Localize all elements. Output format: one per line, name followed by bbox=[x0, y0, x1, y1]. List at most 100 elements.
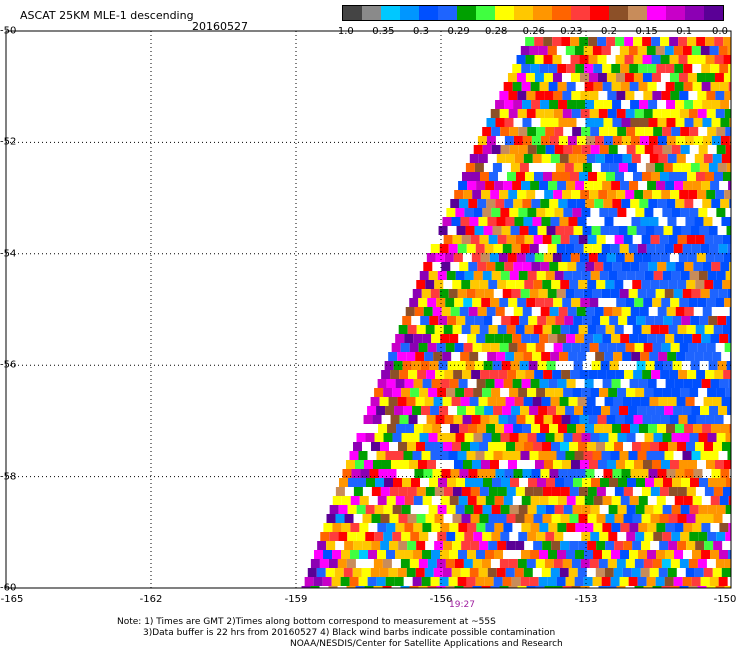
mle-cell bbox=[640, 217, 650, 226]
mle-cell bbox=[682, 451, 692, 460]
color-swatch bbox=[362, 6, 381, 20]
mle-cell bbox=[671, 532, 681, 541]
mle-cell bbox=[602, 496, 612, 505]
mle-cell bbox=[722, 487, 731, 496]
mle-cell bbox=[607, 190, 617, 199]
mle-cell bbox=[669, 73, 679, 82]
mle-cell bbox=[457, 451, 467, 460]
mle-cell bbox=[530, 550, 540, 559]
mle-cell bbox=[583, 46, 593, 55]
mle-cell bbox=[539, 181, 549, 190]
mle-cell bbox=[390, 370, 400, 379]
mle-cell bbox=[544, 298, 554, 307]
mle-cell bbox=[548, 181, 558, 190]
mle-cell bbox=[392, 433, 402, 442]
mle-cell bbox=[628, 577, 638, 586]
mle-cell bbox=[556, 577, 566, 586]
mle-cell bbox=[516, 370, 526, 379]
mle-cell bbox=[575, 523, 585, 532]
mle-cell bbox=[712, 568, 722, 577]
mle-cell bbox=[605, 325, 615, 334]
mle-cell bbox=[426, 460, 436, 469]
mle-cell bbox=[550, 217, 560, 226]
mle-cell bbox=[618, 226, 628, 235]
mle-cell bbox=[525, 37, 535, 46]
mle-cell bbox=[672, 163, 682, 172]
mle-cell bbox=[617, 433, 627, 442]
mle-cell bbox=[537, 226, 547, 235]
mle-cell bbox=[452, 541, 462, 550]
mle-cell bbox=[712, 397, 722, 406]
mle-cell bbox=[458, 181, 468, 190]
mle-cell bbox=[548, 550, 558, 559]
mle-cell bbox=[529, 46, 539, 55]
mle-cell bbox=[597, 55, 607, 64]
mle-cell bbox=[701, 334, 711, 343]
mle-cell bbox=[454, 586, 464, 588]
mle-cell bbox=[693, 424, 703, 433]
mle-cell bbox=[510, 478, 520, 487]
mle-cell bbox=[515, 280, 525, 289]
mle-cell bbox=[633, 460, 643, 469]
mle-cell bbox=[479, 442, 489, 451]
mle-cell bbox=[672, 226, 682, 235]
mle-cell bbox=[560, 487, 570, 496]
mle-cell bbox=[537, 316, 547, 325]
mle-cell bbox=[591, 226, 601, 235]
mle-cell bbox=[539, 550, 549, 559]
mle-cell bbox=[722, 442, 731, 451]
mle-cell bbox=[320, 532, 330, 541]
mle-cell bbox=[634, 109, 644, 118]
mle-cell bbox=[585, 469, 595, 478]
mle-cell bbox=[610, 577, 620, 586]
mle-cell bbox=[584, 64, 594, 73]
mle-cell bbox=[719, 64, 729, 73]
mle-cell bbox=[724, 190, 731, 199]
mle-cell bbox=[473, 433, 483, 442]
mle-cell bbox=[644, 532, 654, 541]
mle-cell bbox=[578, 172, 588, 181]
mle-cell bbox=[683, 496, 693, 505]
mle-cell bbox=[453, 415, 463, 424]
mle-cell bbox=[408, 415, 418, 424]
color-swatch bbox=[343, 6, 362, 20]
mle-cell bbox=[495, 118, 505, 127]
mle-cell bbox=[571, 91, 581, 100]
mle-cell bbox=[603, 469, 613, 478]
mle-cell bbox=[611, 334, 621, 343]
mle-cell bbox=[657, 262, 667, 271]
mle-cell bbox=[652, 190, 662, 199]
color-swatch bbox=[533, 6, 552, 20]
mle-cell bbox=[472, 190, 482, 199]
mle-cell bbox=[543, 37, 553, 46]
mle-cell bbox=[504, 136, 514, 145]
mle-cell bbox=[728, 379, 731, 388]
mle-cell bbox=[560, 235, 570, 244]
mle-cell bbox=[576, 262, 586, 271]
mle-cell bbox=[428, 433, 438, 442]
mle-cell bbox=[514, 397, 524, 406]
mle-cell bbox=[489, 253, 499, 262]
mle-cell bbox=[473, 505, 483, 514]
mle-cell bbox=[558, 424, 568, 433]
mle-cell bbox=[371, 541, 381, 550]
mle-cell bbox=[548, 82, 558, 91]
mle-cell bbox=[637, 244, 647, 253]
mle-cell bbox=[646, 406, 656, 415]
mle-cell bbox=[525, 55, 535, 64]
mle-cell bbox=[686, 541, 696, 550]
mle-cell bbox=[494, 523, 504, 532]
mle-cell bbox=[506, 514, 516, 523]
mle-cell bbox=[525, 253, 535, 262]
mle-cell bbox=[724, 298, 731, 307]
mle-cell bbox=[594, 199, 604, 208]
mle-cell bbox=[590, 127, 600, 136]
mle-cell bbox=[426, 415, 436, 424]
mle-cell bbox=[528, 226, 538, 235]
mle-cell bbox=[581, 532, 591, 541]
mle-cell bbox=[462, 460, 472, 469]
mle-cell bbox=[662, 145, 672, 154]
mle-cell bbox=[613, 154, 623, 163]
mle-cell bbox=[393, 478, 403, 487]
